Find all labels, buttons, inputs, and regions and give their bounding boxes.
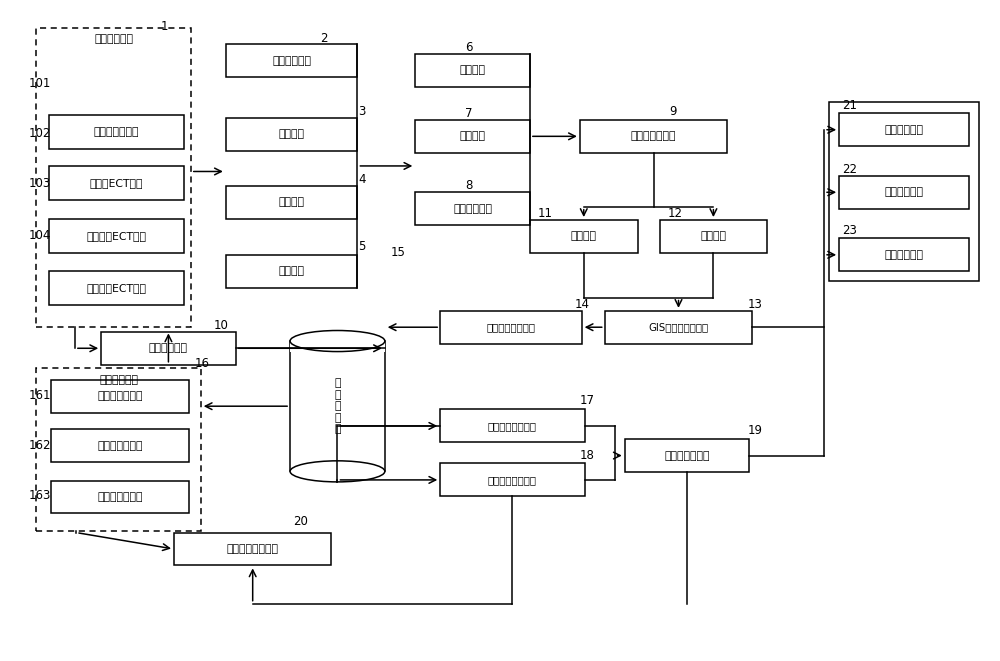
- Bar: [440, 463, 585, 496]
- Text: 地点拟合: 地点拟合: [700, 231, 726, 241]
- Text: 18: 18: [580, 449, 595, 462]
- Bar: [49, 166, 184, 200]
- Text: 7: 7: [465, 107, 473, 120]
- Bar: [226, 118, 357, 151]
- Text: 通行时间统计模块: 通行时间统计模块: [488, 475, 537, 485]
- Bar: [415, 54, 530, 87]
- Bar: [51, 481, 189, 514]
- Text: 14: 14: [575, 297, 590, 311]
- Text: 按路径查询模块: 按路径查询模块: [97, 391, 143, 401]
- Text: GIS地图途经点标注: GIS地图途经点标注: [648, 322, 709, 332]
- Text: 采集终端设备: 采集终端设备: [94, 34, 133, 44]
- Text: 车辆特征: 车辆特征: [279, 130, 305, 139]
- Bar: [415, 192, 530, 225]
- Text: 2: 2: [320, 32, 328, 45]
- Text: 路网节点ECT门架: 路网节点ECT门架: [87, 231, 147, 241]
- Text: 红色路径标识: 红色路径标识: [884, 250, 923, 260]
- Bar: [226, 186, 357, 219]
- Text: 通行地点: 通行地点: [279, 197, 305, 207]
- Text: 有效车辆数据集: 有效车辆数据集: [631, 132, 676, 141]
- Text: 16: 16: [195, 357, 210, 370]
- Text: 通行里程统计模块: 通行里程统计模块: [488, 421, 537, 431]
- Bar: [49, 271, 184, 305]
- Text: 101: 101: [28, 77, 51, 89]
- Text: 20: 20: [294, 515, 308, 528]
- Text: 稽查追溯模块: 稽查追溯模块: [99, 375, 138, 385]
- Text: 8: 8: [465, 179, 472, 192]
- Text: 通行费计算模块: 通行费计算模块: [664, 451, 710, 461]
- Text: 19: 19: [747, 424, 762, 437]
- Bar: [290, 341, 385, 352]
- Text: 15: 15: [390, 247, 405, 259]
- Text: 10: 10: [214, 319, 229, 332]
- Text: 出入口收费岗亭: 出入口收费岗亭: [94, 128, 139, 137]
- Text: 4: 4: [358, 173, 366, 186]
- Bar: [839, 176, 969, 209]
- Text: 162: 162: [28, 438, 51, 451]
- Bar: [605, 311, 752, 344]
- Text: 通行信息展示模块: 通行信息展示模块: [227, 544, 279, 554]
- Bar: [660, 220, 767, 253]
- Bar: [440, 311, 582, 344]
- Bar: [290, 341, 385, 471]
- Text: 22: 22: [842, 163, 857, 176]
- Text: 104: 104: [28, 229, 51, 241]
- Bar: [415, 120, 530, 153]
- Bar: [49, 115, 184, 149]
- Bar: [625, 439, 749, 472]
- Bar: [530, 220, 638, 253]
- Bar: [440, 409, 585, 442]
- Text: 蓝色路径标识: 蓝色路径标识: [884, 187, 923, 197]
- Bar: [101, 332, 236, 365]
- Text: 通行图像数据: 通行图像数据: [149, 343, 188, 353]
- Bar: [36, 28, 191, 327]
- Text: 11: 11: [538, 207, 553, 220]
- Text: 分支匝道ECT门架: 分支匝道ECT门架: [87, 284, 147, 293]
- Text: 161: 161: [28, 389, 51, 401]
- Bar: [829, 102, 979, 281]
- Text: 163: 163: [28, 488, 51, 502]
- Text: 102: 102: [28, 126, 51, 139]
- Text: 拟合各路径坐标点: 拟合各路径坐标点: [486, 322, 535, 332]
- Text: 23: 23: [842, 224, 857, 237]
- Ellipse shape: [290, 330, 385, 352]
- Text: 6: 6: [465, 41, 473, 54]
- Text: 9: 9: [670, 105, 677, 118]
- Text: 3: 3: [358, 105, 366, 118]
- Bar: [580, 120, 727, 153]
- Text: 设备硬件编号: 设备硬件编号: [272, 56, 311, 65]
- Text: 103: 103: [28, 176, 51, 190]
- Bar: [51, 380, 189, 412]
- Text: 按设备查询模块: 按设备查询模块: [97, 492, 143, 502]
- Bar: [226, 44, 357, 77]
- Text: 通行数据匹配: 通行数据匹配: [453, 204, 492, 214]
- Bar: [51, 429, 189, 462]
- Text: 13: 13: [747, 297, 762, 311]
- Bar: [36, 368, 201, 531]
- Text: 21: 21: [842, 99, 857, 112]
- Text: 按车辆查询模块: 按车辆查询模块: [97, 441, 143, 451]
- Text: 时间拟合: 时间拟合: [571, 231, 597, 241]
- Bar: [174, 533, 331, 565]
- Bar: [49, 219, 184, 253]
- Bar: [226, 254, 357, 288]
- Text: 5: 5: [358, 241, 366, 253]
- Text: 1: 1: [161, 20, 168, 33]
- Bar: [839, 239, 969, 271]
- Bar: [839, 113, 969, 146]
- Text: 存
储
数
据
库: 存 储 数 据 库: [334, 378, 341, 434]
- Text: 通行时间: 通行时间: [279, 266, 305, 276]
- Text: 绿色路径标识: 绿色路径标识: [884, 125, 923, 135]
- Text: 12: 12: [668, 207, 683, 220]
- Text: 车型匹配: 车型匹配: [460, 132, 486, 141]
- Text: 出入口ECT门架: 出入口ECT门架: [90, 178, 143, 188]
- Text: 17: 17: [580, 395, 595, 407]
- Ellipse shape: [290, 461, 385, 482]
- Text: 车牌匹配: 车牌匹配: [460, 65, 486, 75]
